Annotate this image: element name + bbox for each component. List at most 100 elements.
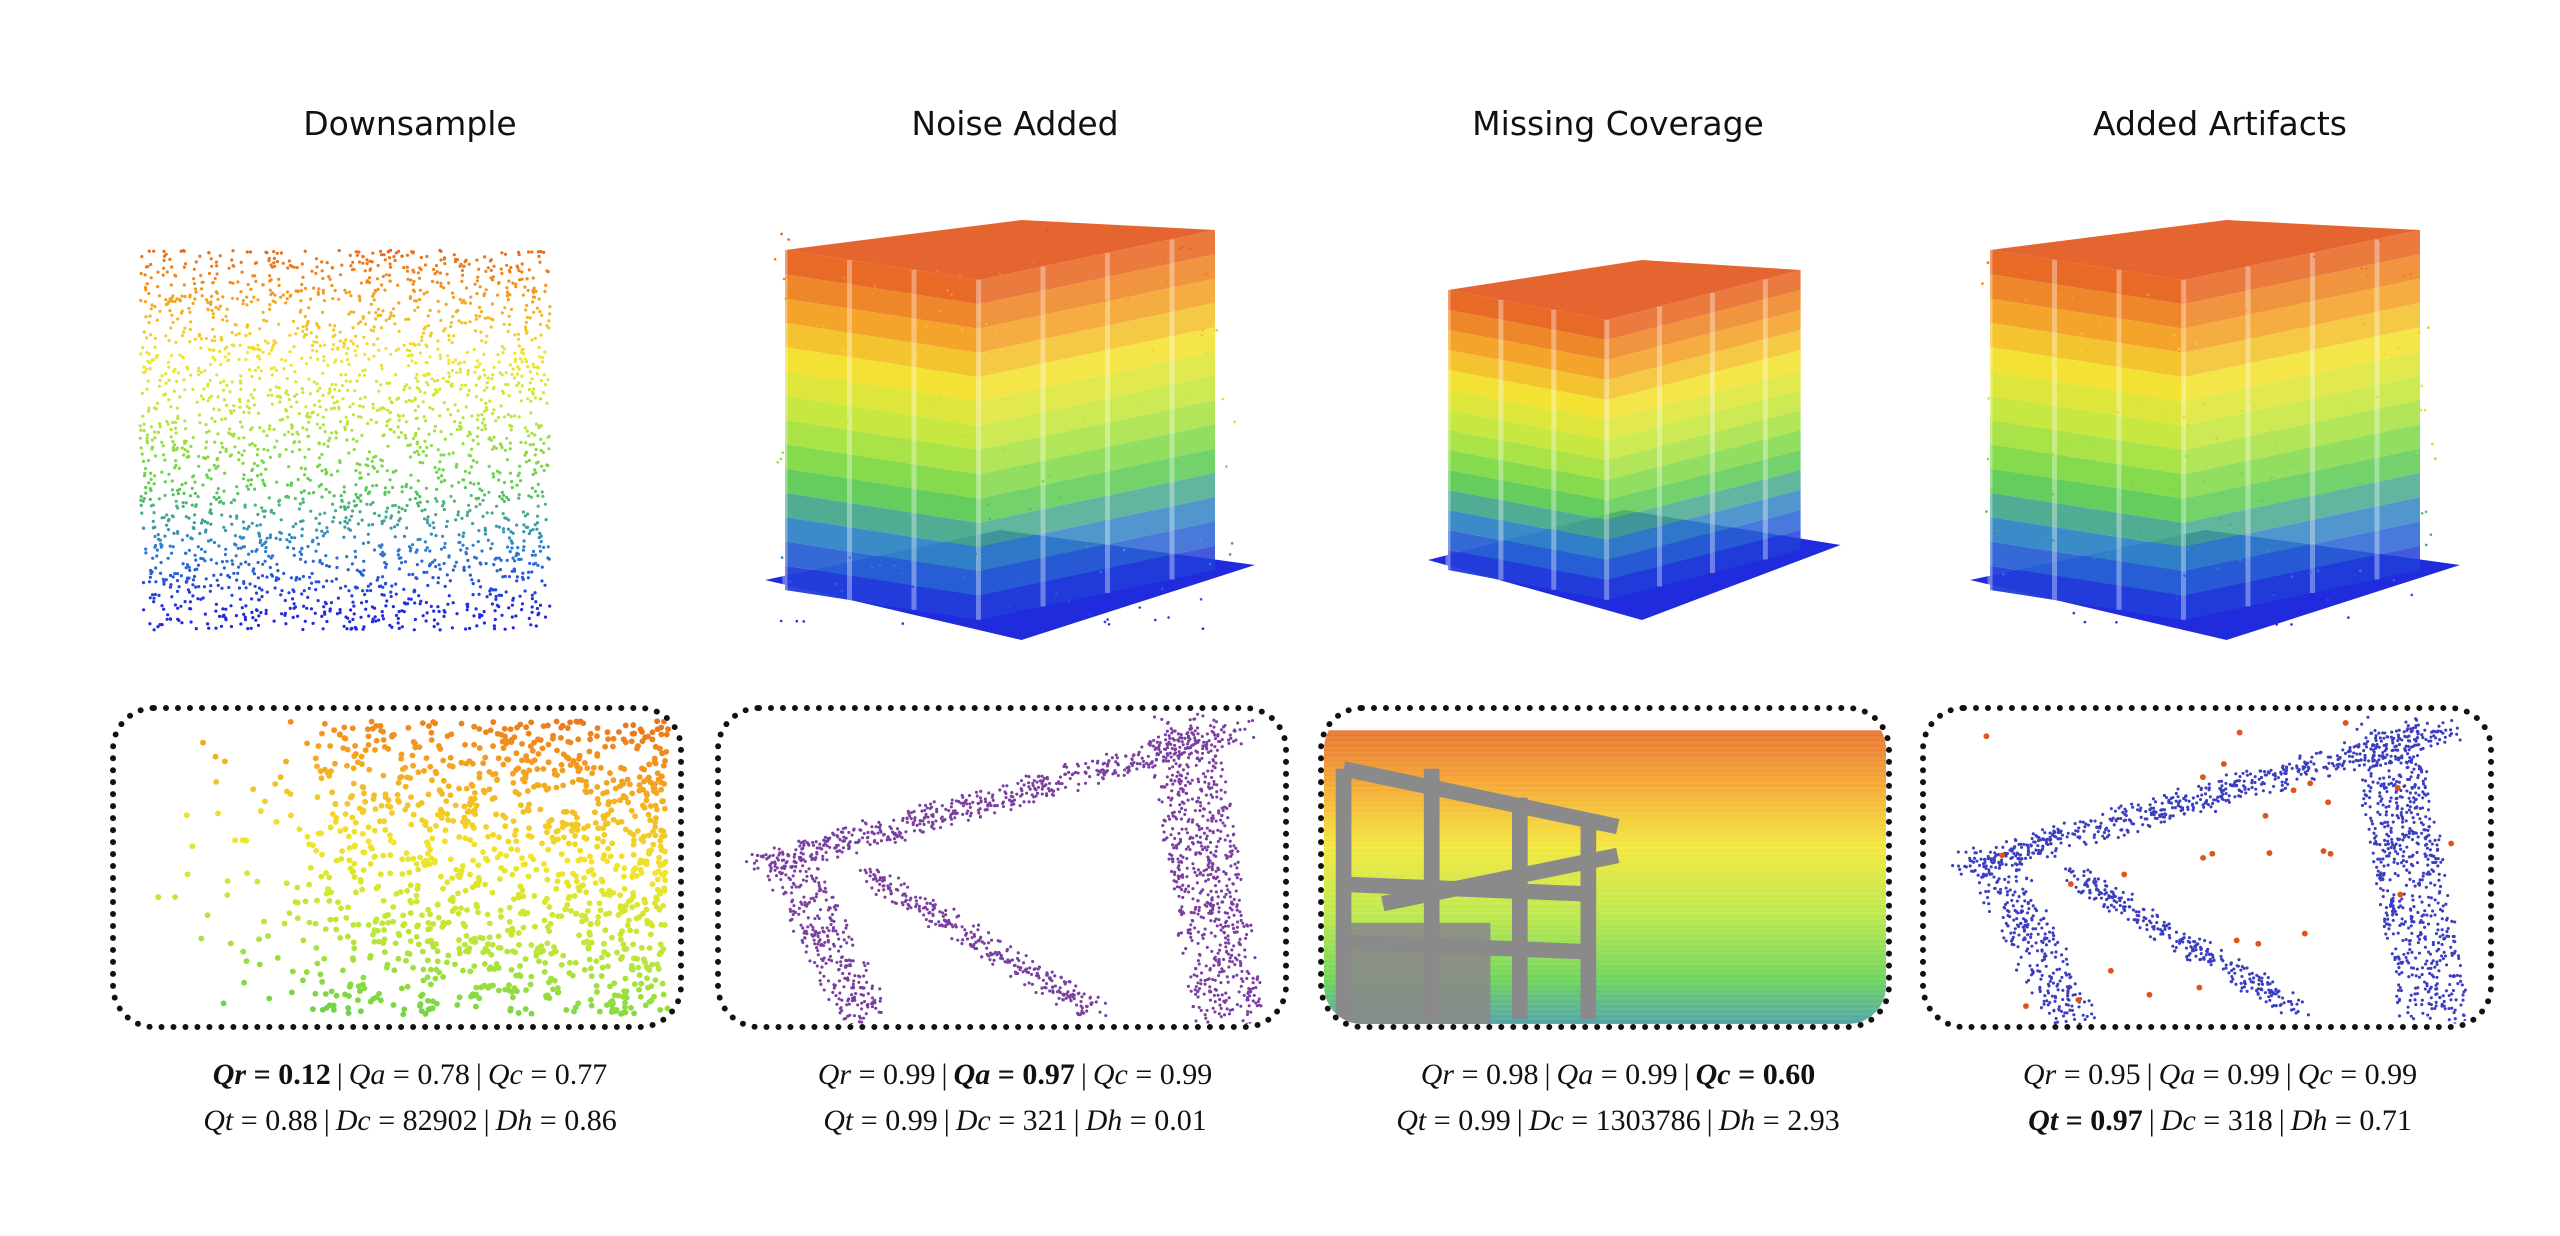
metric-dc: Dc = 321	[955, 1104, 1068, 1137]
metric-value: 0.98	[1486, 1058, 1539, 1091]
metric-symbol: Dh	[495, 1104, 533, 1137]
metric-symbol: Qc	[487, 1058, 523, 1091]
metrics-row: Qr = 0.99 | Qa = 0.97 | Qc = 0.99	[715, 1052, 1315, 1098]
metric-qa: Qa = 0.99	[1556, 1058, 1678, 1091]
metrics-block: Qr = 0.98 | Qa = 0.99 | Qc = 0.60 Qt = 0.99 | D…	[1318, 1052, 1918, 1144]
zoom-inset	[715, 705, 1289, 1030]
metric-dh: Dh = 0.86	[495, 1104, 617, 1137]
metric-symbol: Qt	[823, 1104, 854, 1137]
building-point-cloud	[138, 248, 552, 632]
metrics-row: Qt = 0.99 | Dc = 321 | Dh = 0.01	[715, 1098, 1315, 1144]
metric-value: 0.99	[2227, 1058, 2280, 1091]
zoom-points	[744, 712, 1263, 1024]
metric-symbol: Qr	[2022, 1058, 2057, 1091]
separator: |	[1706, 1104, 1713, 1137]
metric-value: 0.78	[417, 1058, 470, 1091]
metric-value: 82902	[402, 1104, 478, 1137]
metric-qt: Qt = 0.99	[1396, 1104, 1511, 1137]
panel-title: Downsample	[303, 104, 517, 143]
separator: |	[2285, 1058, 2292, 1091]
metric-qc: Qc = 0.99	[2297, 1058, 2418, 1091]
panel-title: Added Artifacts	[2093, 104, 2347, 143]
building-point-cloud	[765, 220, 1255, 640]
metric-value: 0.77	[554, 1058, 608, 1091]
point-cloud-render	[765, 220, 1255, 640]
metric-value: 318	[2227, 1104, 2273, 1137]
separator: |	[475, 1058, 482, 1091]
metric-symbol: Dc	[2160, 1104, 2196, 1137]
metric-value: 0.99	[883, 1058, 936, 1091]
metric-value: 0.99	[885, 1104, 938, 1137]
metric-dc: Dc = 82902	[335, 1104, 478, 1137]
panel-title: Noise Added	[911, 104, 1119, 143]
metrics-block: Qr = 0.95 | Qa = 0.99 | Qc = 0.99 Qt = 0.97 | D…	[1920, 1052, 2520, 1144]
metric-symbol: Qr	[817, 1058, 852, 1091]
metric-qc: Qc = 0.60	[1695, 1058, 1816, 1091]
zoom-points	[1951, 715, 2467, 1024]
panel-noise: Noise Added Qr = 0.99 | Qa = 0.97 | Qc = 0.99…	[715, 0, 1315, 1236]
metric-qt: Qt = 0.99	[823, 1104, 938, 1137]
metrics-block: Qr = 0.99 | Qa = 0.97 | Qc = 0.99 Qt = 0.99 | D…	[715, 1052, 1315, 1144]
metric-value: 0.86	[564, 1104, 617, 1137]
metric-symbol: Qr	[1420, 1058, 1455, 1091]
metric-symbol: Dc	[1528, 1104, 1564, 1137]
metric-symbol: Qt	[203, 1104, 234, 1137]
separator: |	[1544, 1058, 1551, 1091]
metrics-row: Qt = 0.99 | Dc = 1303786 | Dh = 2.93	[1318, 1098, 1918, 1144]
metric-value: 321	[1022, 1104, 1068, 1137]
separator: |	[1080, 1058, 1087, 1091]
metric-qt: Qt = 0.88	[203, 1104, 318, 1137]
zoom-inset	[110, 705, 684, 1030]
separator: |	[336, 1058, 343, 1091]
metric-symbol: Qt	[1396, 1104, 1427, 1137]
metric-qr: Qr = 0.99	[817, 1058, 936, 1091]
metrics-row: Qr = 0.98 | Qa = 0.99 | Qc = 0.60	[1318, 1052, 1918, 1098]
separator: |	[2278, 1104, 2285, 1137]
metrics-block: Qr = 0.12 | Qa = 0.78 | Qc = 0.77 Qt = 0.88 | D…	[110, 1052, 710, 1144]
metric-value: 0.99	[1625, 1058, 1678, 1091]
separator: |	[1073, 1104, 1080, 1137]
zoom-inset	[1920, 705, 2494, 1030]
metric-symbol: Qc	[1092, 1058, 1128, 1091]
metric-value: 0.97	[1022, 1058, 1075, 1091]
metric-symbol: Dh	[2290, 1104, 2328, 1137]
zoom-points	[155, 718, 671, 1018]
metric-qr: Qr = 0.98	[1420, 1058, 1539, 1091]
metrics-row: Qr = 0.12 | Qa = 0.78 | Qc = 0.77	[110, 1052, 710, 1098]
metric-dh: Dh = 0.71	[2290, 1104, 2412, 1137]
panel-artifacts: Added Artifacts Qr = 0.95 | Qa = 0.99 | Qc = …	[1920, 0, 2520, 1236]
panel-sparse: Downsample Qr = 0.12 | Qa = 0.78 | Qc = 0.77 Q…	[110, 0, 710, 1236]
metric-value: 0.60	[1762, 1058, 1816, 1091]
metric-qc: Qc = 0.99	[1092, 1058, 1213, 1091]
metric-qa: Qa = 0.97	[953, 1058, 1075, 1091]
separator: |	[2148, 1104, 2155, 1137]
metric-qr: Qr = 0.95	[2022, 1058, 2141, 1091]
zoom-points	[1324, 730, 1886, 1024]
panel-missing: Missing Coverage Qr = 0.98 | Qa = 0.99 | Qc =…	[1318, 0, 1918, 1236]
metric-qc: Qc = 0.77	[487, 1058, 608, 1091]
metric-symbol: Dh	[1085, 1104, 1123, 1137]
metric-symbol: Qa	[953, 1058, 991, 1091]
panel-title: Missing Coverage	[1472, 104, 1764, 143]
separator: |	[1516, 1104, 1523, 1137]
metrics-row: Qr = 0.95 | Qa = 0.99 | Qc = 0.99	[1920, 1052, 2520, 1098]
metric-value: 0.99	[1458, 1104, 1511, 1137]
point-cloud-render	[1428, 260, 1841, 620]
metric-symbol: Qt	[2028, 1104, 2059, 1137]
metric-dh: Dh = 2.93	[1718, 1104, 1840, 1137]
separator: |	[323, 1104, 330, 1137]
building-point-cloud	[1970, 220, 2460, 640]
metric-dc: Dc = 1303786	[1528, 1104, 1701, 1137]
separator: |	[483, 1104, 490, 1137]
metric-value: 0.99	[2364, 1058, 2418, 1091]
metric-qa: Qa = 0.99	[2158, 1058, 2280, 1091]
metric-value: 0.71	[2359, 1104, 2412, 1137]
metric-symbol: Qa	[348, 1058, 386, 1091]
metrics-row: Qt = 0.97 | Dc = 318 | Dh = 0.71	[1920, 1098, 2520, 1144]
metric-value: 0.01	[1154, 1104, 1207, 1137]
metric-qa: Qa = 0.78	[348, 1058, 470, 1091]
separator: |	[1683, 1058, 1690, 1091]
metric-value: 0.99	[1159, 1058, 1213, 1091]
metric-dc: Dc = 318	[2160, 1104, 2273, 1137]
metric-value: 0.97	[2090, 1104, 2143, 1137]
